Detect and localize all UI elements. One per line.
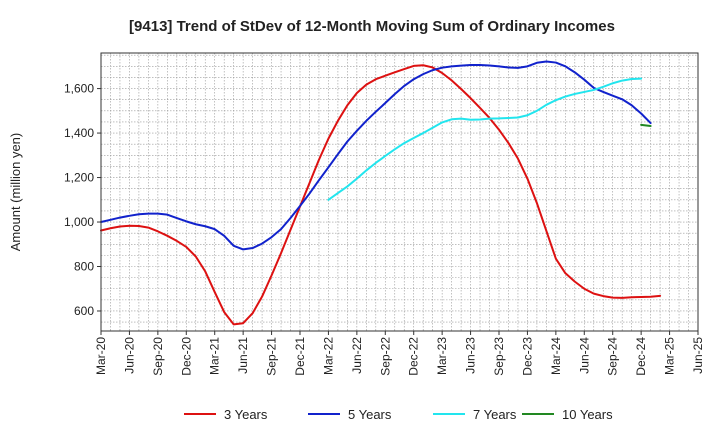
x-tick-label: Jun-23 — [464, 337, 478, 374]
plot-frame — [100, 52, 699, 332]
series-line-10-years — [640, 123, 652, 127]
plot-area — [101, 53, 698, 331]
x-axis-ticks: Mar-20 Jun-20 Sep-20 Dec-20 Mar-21 Jun-21 Sep-… — [94, 331, 705, 376]
legend-label-7-years: 7 Years — [473, 407, 517, 422]
y-tick-label: 1,000 — [64, 215, 94, 229]
x-tick-label: Mar-25 — [663, 337, 677, 375]
series-line-5-years — [100, 60, 652, 251]
y-axis-label: Amount (million yen) — [8, 133, 23, 252]
x-tick-label: Jun-24 — [577, 337, 591, 374]
series-line-3-years — [100, 64, 662, 326]
x-tick-label: Sep-24 — [606, 337, 620, 376]
series-layer — [100, 60, 662, 326]
x-tick-label: Jun-25 — [691, 337, 705, 374]
x-tick-label: Sep-23 — [492, 337, 506, 376]
y-tick-label: 600 — [74, 304, 94, 318]
series-line-7-years — [327, 77, 643, 201]
y-tick-label: 800 — [74, 260, 94, 274]
x-tick-label: Dec-20 — [179, 337, 193, 376]
y-tick-label: 1,400 — [64, 126, 94, 140]
x-tick-label: Mar-21 — [208, 337, 222, 375]
x-tick-label: Jun-22 — [350, 337, 364, 374]
y-axis-ticks: 600 800 1,000 1,200 1,400 1,600 — [64, 82, 101, 318]
x-tick-label: Mar-22 — [321, 337, 335, 375]
x-tick-label: Dec-23 — [520, 337, 534, 376]
x-tick-label: Mar-23 — [435, 337, 449, 375]
x-tick-label: Sep-21 — [265, 337, 279, 376]
x-tick-label: Dec-24 — [634, 337, 648, 376]
x-tick-label: Mar-20 — [94, 337, 108, 375]
x-tick-label: Mar-24 — [549, 337, 563, 375]
legend: 3 Years 5 Years 7 Years 10 Years — [184, 407, 613, 422]
x-tick-label: Sep-22 — [378, 337, 392, 376]
x-tick-label: Jun-21 — [236, 337, 250, 374]
x-tick-label: Jun-20 — [122, 337, 136, 374]
y-tick-label: 1,600 — [64, 82, 94, 96]
chart-title: [9413] Trend of StDev of 12-Month Moving… — [129, 18, 615, 35]
x-tick-label: Dec-21 — [293, 337, 307, 376]
y-tick-label: 1,200 — [64, 171, 94, 185]
legend-label-5-years: 5 Years — [348, 407, 392, 422]
legend-label-3-years: 3 Years — [224, 407, 268, 422]
legend-label-10-years: 10 Years — [562, 407, 613, 422]
x-tick-label: Dec-22 — [407, 337, 421, 376]
x-tick-label: Sep-20 — [151, 337, 165, 376]
